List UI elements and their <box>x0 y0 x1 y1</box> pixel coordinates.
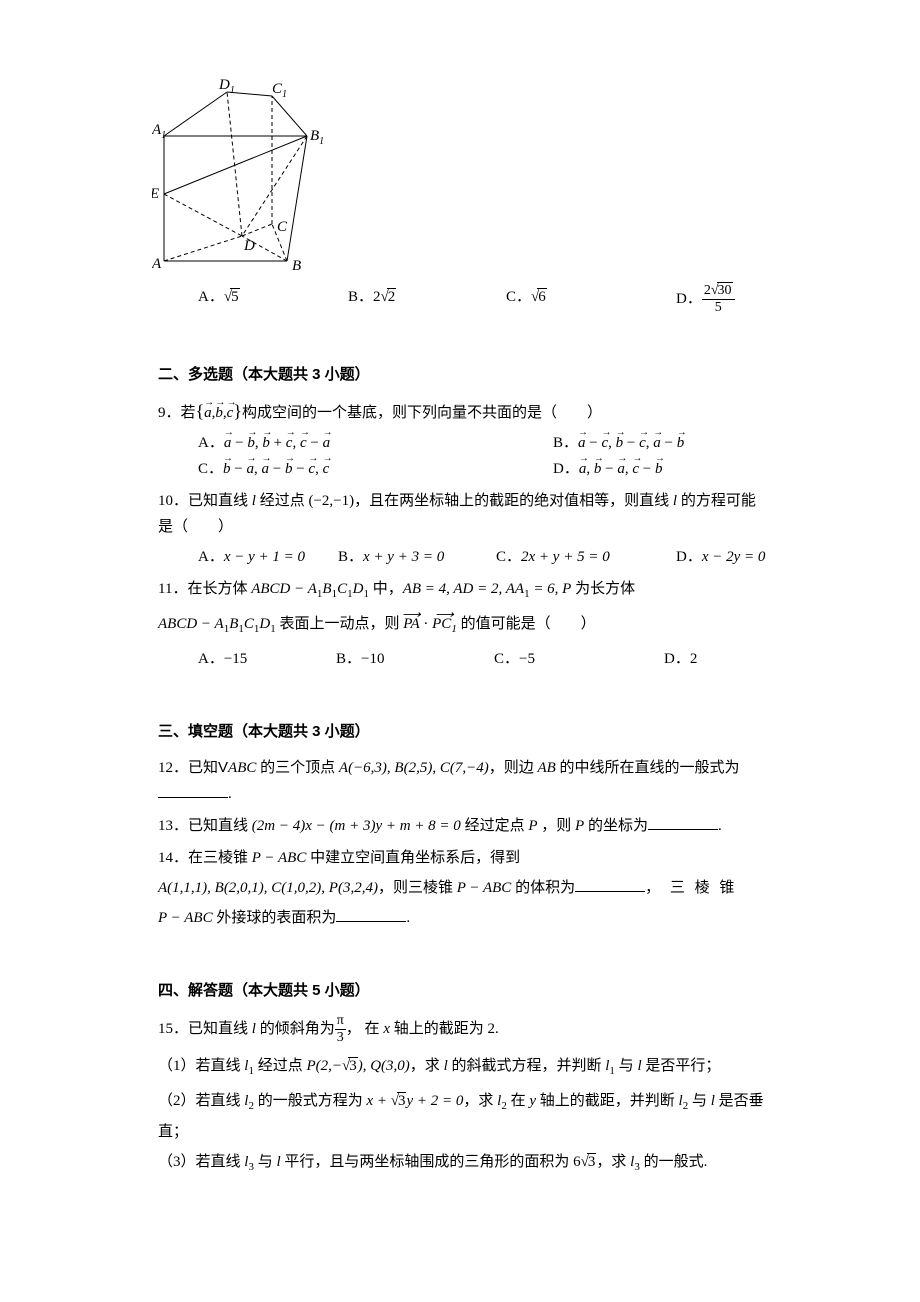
q9-option-d: D．a, b − a, c − b <box>553 456 770 482</box>
q15-sub1: （1）若直线 l1 经过点 P(2,−√3), Q(3,0)，求 l 的斜截式方… <box>158 1053 770 1084</box>
q14-line3: P − ABC 外接球的表面积为. <box>158 905 770 931</box>
svg-text:E: E <box>152 186 159 202</box>
page: A B C D E A1 B1 C1 D1 A．√5 B．2√2 C．√6 D．… <box>0 0 920 1302</box>
q14: 14．在三棱锥 P − ABC 中建立空间直角坐标系后，得到 <box>158 845 770 871</box>
q8-figure: A B C D E A1 B1 C1 D1 <box>152 76 770 276</box>
q11-line2: ABCD − A1B1C1D1 表面上一动点，则 PA · PC1 的值可能是（… <box>158 611 770 642</box>
q10-option-c: C．2x + y + 5 = 0 <box>496 544 676 570</box>
q8-option-a: A．√5 <box>198 284 348 315</box>
q10-options: A．x − y + 1 = 0 B．x + y + 3 = 0 C．2x + y… <box>158 544 770 570</box>
q9-options-row2: C．b − a, a − b − c, c D．a, b − a, c − b <box>158 456 770 482</box>
q11-options: A．−15 B．−10 C．−5 D．2 <box>158 646 770 672</box>
q14-blank-2 <box>336 921 406 922</box>
q8-option-b: B．2√2 <box>348 284 506 315</box>
svg-text:C1: C1 <box>272 81 287 100</box>
q13-blank <box>648 829 718 830</box>
q11: 11．在长方体 ABCD − A1B1C1D1 中，AB = 4, AD = 2… <box>158 576 770 607</box>
q12-blank <box>158 797 228 798</box>
q11-option-c: C．−5 <box>494 646 664 672</box>
svg-text:D: D <box>243 238 255 254</box>
q10-option-d: D．x − 2y = 0 <box>676 544 770 570</box>
q11-option-b: B．−10 <box>336 646 494 672</box>
svg-text:C: C <box>277 219 288 235</box>
q8-option-d: D．2√305 <box>676 284 776 315</box>
q8-options: A．√5 B．2√2 C．√6 D．2√305 <box>158 284 770 315</box>
svg-text:B: B <box>292 258 301 271</box>
svg-text:A1: A1 <box>152 122 166 141</box>
q15: 15．已知直线 l 的倾斜角为π3， 在 x 轴上的截距为 2. <box>158 1014 770 1045</box>
q11-option-d: D．2 <box>664 646 770 672</box>
q15-sub3: （3）若直线 l3 与 l 平行，且与两坐标轴围成的三角形的面积为 6√3，求 … <box>158 1149 770 1180</box>
section-4-title: 四、解答题（本大题共 5 小题） <box>158 979 770 1000</box>
q8-option-c: C．√6 <box>506 284 676 315</box>
q12: 12．已知VABC 的三个顶点 A(−6,3), B(2,5), C(7,−4)… <box>158 755 770 807</box>
q14-blank-1 <box>575 891 645 892</box>
section-3-title: 三、填空题（本大题共 3 小题） <box>158 720 770 741</box>
section-2-title: 二、多选题（本大题共 3 小题） <box>158 363 770 384</box>
svg-text:A: A <box>152 256 162 271</box>
q9-option-c: C．b − a, a − b − c, c <box>198 456 553 482</box>
q11-option-a: A．−15 <box>198 646 336 672</box>
svg-text:B1: B1 <box>310 128 324 147</box>
svg-text:D1: D1 <box>218 77 235 96</box>
q10: 10．已知直线 l 经过点 (−2,−1)，且在两坐标轴上的截距的绝对值相等，则… <box>158 488 770 540</box>
q10-option-b: B．x + y + 3 = 0 <box>338 544 496 570</box>
q10-option-a: A．x − y + 1 = 0 <box>198 544 338 570</box>
prism-diagram: A B C D E A1 B1 C1 D1 <box>152 76 332 271</box>
q14-line2: A(1,1,1), B(2,0,1), C(1,0,2), P(3,2,4)，则… <box>158 875 770 901</box>
q15-sub2: （2）若直线 l2 的一般式方程为 x + √3y + 2 = 0，求 l2 在… <box>158 1088 770 1145</box>
q13: 13．已知直线 (2m − 4)x − (m + 3)y + m + 8 = 0… <box>158 813 770 839</box>
